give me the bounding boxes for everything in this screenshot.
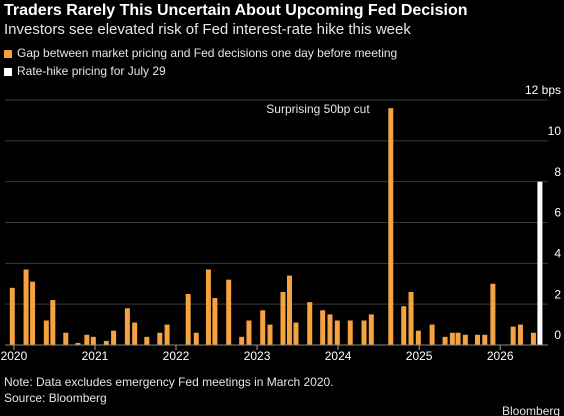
bar [280, 291, 286, 345]
bar [9, 287, 15, 345]
y-tick-label: 0 [554, 328, 561, 342]
y-tick-label: 2 [554, 287, 561, 301]
bar [144, 336, 150, 345]
bar [124, 308, 130, 345]
bar [361, 320, 367, 345]
bar [226, 279, 232, 345]
bar [111, 330, 117, 345]
bar [103, 340, 109, 345]
bar [307, 302, 313, 345]
bar [429, 324, 435, 345]
x-tick-label: 2023 [244, 349, 271, 363]
bar [212, 298, 218, 345]
bar [327, 314, 333, 345]
annotation: Surprising 50bp cut [266, 102, 370, 116]
chart-title: Traders Rarely This Uncertain About Upco… [4, 2, 468, 19]
bar [510, 326, 516, 345]
bar [75, 342, 81, 345]
bar [474, 334, 480, 345]
bar [43, 320, 49, 345]
bar [537, 181, 543, 345]
bar [205, 269, 211, 345]
chart-subtitle: Investors see elevated risk of Fed inter… [4, 21, 411, 38]
bar [347, 320, 353, 345]
legend-label: Rate-hike pricing for July 29 [17, 64, 166, 78]
bar [490, 283, 496, 345]
y-tick-label: 8 [554, 165, 561, 179]
bar [401, 306, 407, 345]
bar [286, 275, 292, 345]
x-tick-label: 2024 [325, 349, 352, 363]
y-tick-label: 4 [554, 247, 561, 261]
bar [30, 281, 36, 345]
bar [449, 332, 455, 345]
bar [455, 332, 461, 345]
bar [260, 310, 266, 345]
y-tick-label: 12 bps [525, 83, 561, 97]
bar [530, 332, 536, 345]
bar [388, 108, 394, 346]
y-tick-label: 6 [554, 206, 561, 220]
x-tick-label: 2021 [82, 349, 109, 363]
note: Note: Data excludes emergency Fed meetin… [4, 375, 334, 389]
bar [482, 334, 488, 345]
bar [415, 330, 421, 345]
bar [368, 314, 374, 345]
brand: Bloomberg [502, 404, 560, 416]
x-tick-label: 2020 [1, 349, 28, 363]
bar [63, 332, 69, 345]
bar [267, 324, 273, 345]
bar [193, 332, 199, 345]
x-tick-label: 2025 [406, 349, 433, 363]
x-tick-label: 2026 [487, 349, 514, 363]
bar [239, 336, 245, 345]
legend-swatch [4, 68, 12, 76]
legend-label: Gap between market pricing and Fed decis… [17, 46, 397, 60]
source: Source: Bloomberg [4, 391, 107, 405]
bar [84, 334, 90, 345]
bar [442, 336, 448, 345]
bar [517, 324, 523, 345]
bar [293, 322, 299, 345]
bar [90, 336, 96, 345]
bar [132, 322, 138, 345]
bar [164, 324, 170, 345]
legend-swatch [4, 50, 12, 58]
bar [23, 269, 29, 345]
bar [50, 300, 56, 345]
x-tick-label: 2022 [163, 349, 190, 363]
y-tick-label: 10 [548, 124, 562, 138]
bar [334, 320, 340, 345]
bar [157, 332, 163, 345]
bar [246, 320, 252, 345]
bar [408, 291, 414, 345]
bar [462, 334, 468, 345]
bar [320, 310, 326, 345]
bar [185, 293, 191, 345]
